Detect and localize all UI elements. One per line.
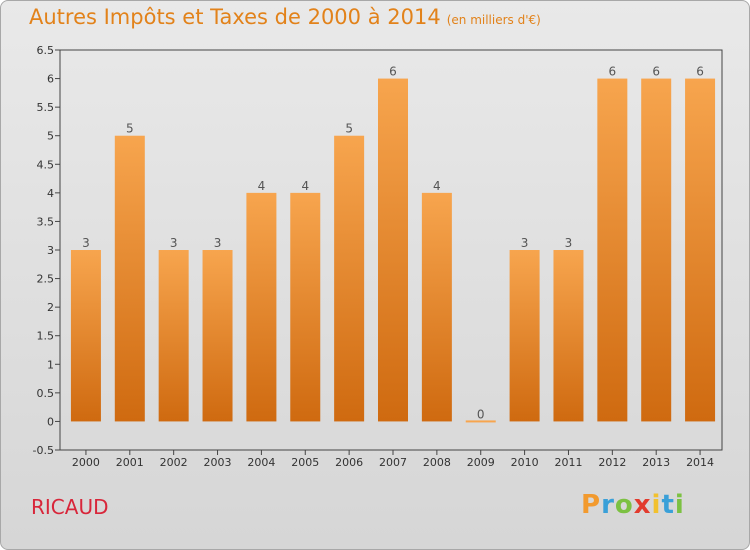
data-label: 5 — [126, 122, 134, 136]
bar — [378, 78, 408, 422]
x-tick-label: 2007 — [379, 456, 407, 469]
bar — [685, 78, 716, 422]
x-tick-label: 2014 — [686, 456, 714, 469]
y-tick-label: 2.5 — [37, 273, 55, 286]
y-axis: -0.5 0 0.5 1 1.5 2 2.5 3 3.5 4 4.5 5 5.5 6 6.5 — [33, 44, 60, 457]
data-label: 6 — [389, 65, 397, 79]
x-tick-label: 2001 — [116, 456, 144, 469]
logo-letter: o — [614, 490, 634, 520]
data-label: 0 — [477, 407, 485, 421]
x-tick-label: 2005 — [291, 456, 319, 469]
x-tick-label: 2012 — [598, 456, 626, 469]
bar — [202, 250, 233, 422]
bar — [509, 250, 540, 422]
x-tick-label: 2002 — [160, 456, 188, 469]
bar — [553, 250, 584, 422]
data-label: 4 — [301, 179, 309, 193]
bar — [465, 420, 496, 423]
bar — [334, 135, 365, 422]
bars: 3 5 3 3 4 4 5 6 4 0 3 3 6 6 6 — [70, 65, 716, 423]
data-label: 3 — [565, 236, 573, 250]
proxiti-logo: Proxiti — [581, 490, 685, 520]
logo-letter: i — [651, 490, 662, 520]
bar — [246, 192, 277, 422]
y-tick-label: 6 — [47, 73, 54, 86]
bar — [641, 78, 672, 422]
x-tick-label: 2010 — [511, 456, 539, 469]
y-tick-label: 5.5 — [37, 101, 55, 114]
x-tick-label: 2006 — [335, 456, 363, 469]
data-label: 6 — [609, 65, 617, 79]
x-tick-label: 2003 — [204, 456, 232, 469]
bar — [597, 78, 628, 422]
bar — [421, 192, 452, 422]
y-tick-label: 0 — [47, 415, 54, 428]
chart-subtitle: (en milliers d'€) — [446, 13, 541, 27]
logo-letter: t — [661, 490, 675, 520]
data-label: 4 — [258, 179, 266, 193]
x-tick-label: 2000 — [72, 456, 100, 469]
chart-title: Autres Impôts et Taxes de 2000 à 2014 (en… — [29, 5, 541, 29]
logo-letter: r — [601, 490, 615, 520]
bar — [158, 250, 189, 422]
logo-letter: i — [674, 490, 685, 520]
data-label: 4 — [433, 179, 441, 193]
logo-letter: x — [633, 490, 652, 520]
logo-letter: P — [581, 490, 602, 520]
data-label: 6 — [652, 65, 660, 79]
data-label: 5 — [345, 122, 353, 136]
data-label: 3 — [170, 236, 178, 250]
y-tick-label: -0.5 — [33, 444, 54, 457]
x-tick-label: 2013 — [642, 456, 670, 469]
data-label: 6 — [696, 65, 704, 79]
y-tick-label: 5 — [47, 130, 54, 143]
y-tick-label: 3.5 — [37, 215, 55, 228]
data-label: 3 — [521, 236, 529, 250]
y-tick-label: 1.5 — [37, 330, 55, 343]
y-tick-label: 1 — [47, 358, 54, 371]
x-tick-label: 2004 — [247, 456, 275, 469]
y-tick-label: 2 — [47, 301, 54, 314]
y-tick-label: 4.5 — [37, 158, 55, 171]
commune-name: RICAUD — [31, 495, 109, 519]
chart-title-main: Autres Impôts et Taxes de 2000 à 2014 — [29, 5, 441, 29]
x-tick-label: 2011 — [554, 456, 582, 469]
y-tick-label: 0.5 — [37, 387, 55, 400]
bar — [290, 192, 321, 422]
x-tick-label: 2009 — [467, 456, 495, 469]
y-tick-label: 4 — [47, 187, 54, 200]
x-axis: 2000 2001 2002 2003 2004 2005 2006 2007 2008 2009… — [72, 450, 714, 469]
data-label: 3 — [82, 236, 90, 250]
x-tick-label: 2008 — [423, 456, 451, 469]
data-label: 3 — [214, 236, 222, 250]
bar — [70, 250, 101, 422]
y-tick-label: 3 — [47, 244, 54, 257]
bar — [114, 135, 145, 422]
y-tick-label: 6.5 — [37, 44, 55, 57]
